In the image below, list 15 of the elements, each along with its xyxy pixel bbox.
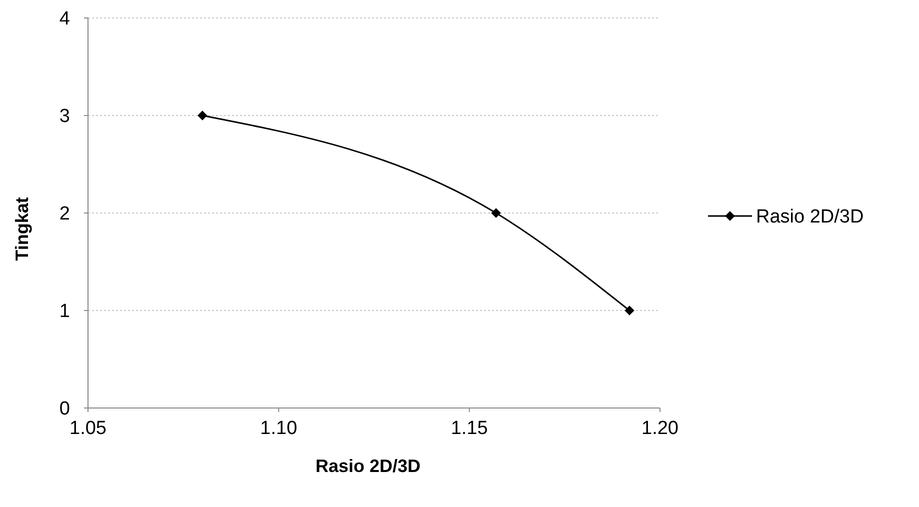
y-tick-label: 4	[59, 8, 70, 30]
y-tick-label: 3	[59, 106, 70, 128]
y-tick-label: 0	[59, 398, 70, 420]
point	[624, 306, 634, 316]
y-axis-title: Tingkat	[12, 197, 32, 261]
point	[198, 110, 208, 120]
y-tick-label: 2	[59, 204, 70, 225]
point	[491, 208, 501, 218]
x-tick-label: 1.10	[260, 418, 298, 439]
legend-label: Rasio 2D/3D	[756, 206, 864, 228]
y-tick-label: 1	[59, 301, 70, 322]
x-tick-label: 1.20	[642, 418, 678, 439]
x-tick-label: 1.15	[450, 418, 488, 439]
x-tick-label: 1.05	[70, 418, 106, 439]
x-axis-title: Rasio 2D/3D	[315, 456, 421, 476]
